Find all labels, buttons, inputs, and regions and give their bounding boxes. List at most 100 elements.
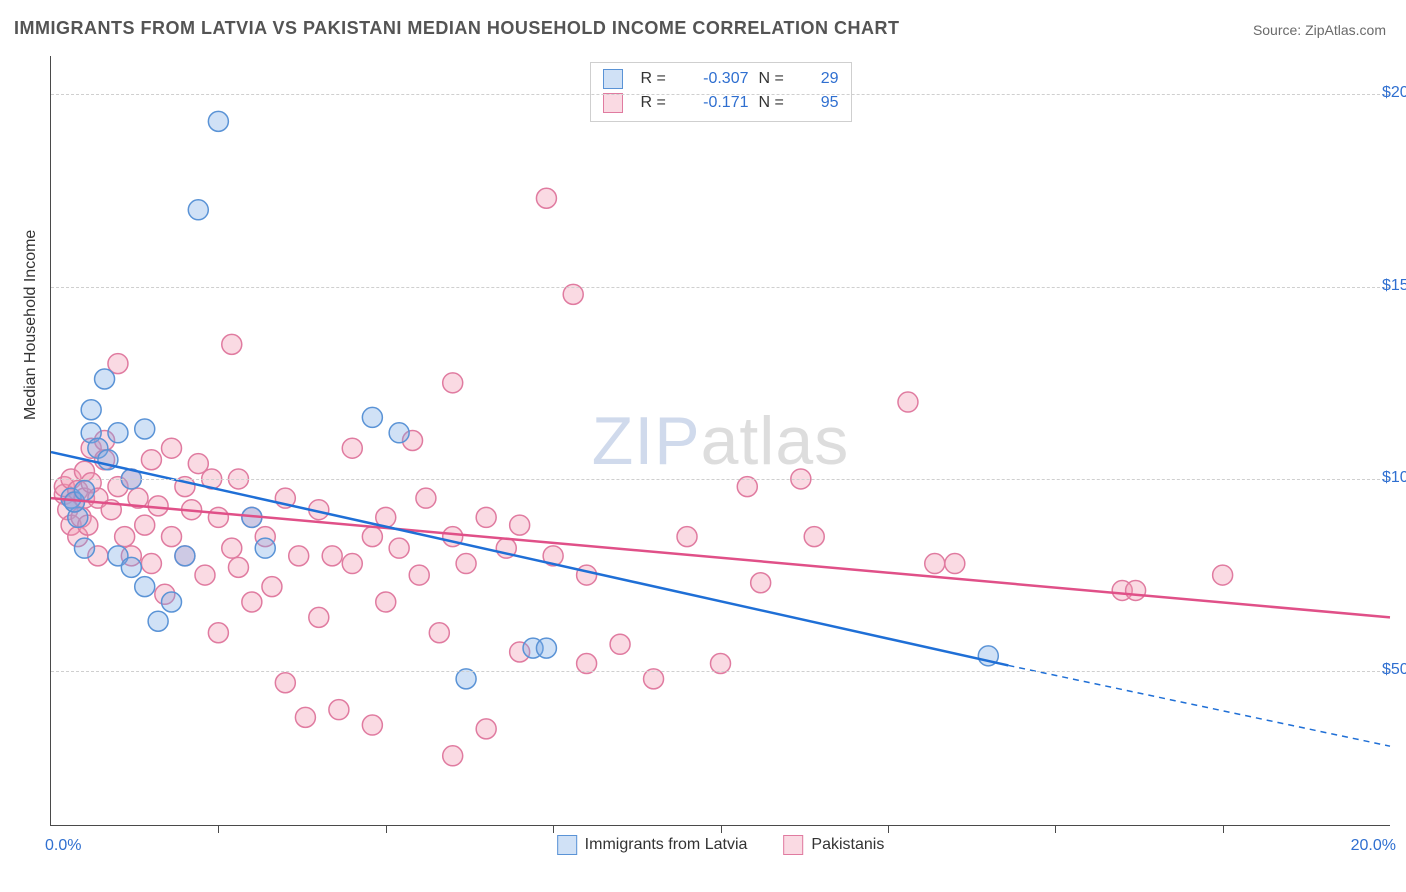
data-point [677,527,697,547]
plot-area: ZIPatlas R =-0.307N =29R =-0.171N =95 Im… [50,56,1390,826]
data-point [362,527,382,547]
data-point [342,438,362,458]
data-point [228,557,248,577]
data-point [162,527,182,547]
legend-item: Pakistanis [783,835,884,855]
data-point [295,707,315,727]
legend-item: Immigrants from Latvia [557,835,748,855]
data-point [141,450,161,470]
data-point [275,673,295,693]
data-point [135,419,155,439]
x-tick [553,825,554,833]
data-point [804,527,824,547]
legend-swatch [783,835,803,855]
source-label: Source: [1253,22,1305,38]
legend-n-value: 29 [803,67,839,91]
data-point [898,392,918,412]
data-point [141,554,161,574]
legend-swatch [603,93,623,113]
data-point [135,577,155,597]
data-point [362,715,382,735]
legend-row: R = -0.307 N = 29 [603,67,839,91]
source-link[interactable]: ZipAtlas.com [1305,22,1386,38]
data-point [262,577,282,597]
data-point [476,719,496,739]
x-tick [721,825,722,833]
data-point [242,592,262,612]
gridline [51,671,1390,672]
data-point [208,623,228,643]
data-point [74,538,94,558]
x-tick [888,825,889,833]
data-point [208,507,228,527]
legend-series-name: Immigrants from Latvia [585,836,748,853]
data-point [945,554,965,574]
series-legend: Immigrants from Latvia Pakistanis [557,835,885,855]
correlation-legend: R =-0.307N =29R =-0.171N =95 [590,62,852,122]
data-point [255,538,275,558]
gridline [51,287,1390,288]
data-point [389,538,409,558]
data-point [476,507,496,527]
data-point [222,334,242,354]
data-point [577,565,597,585]
x-tick [1223,825,1224,833]
y-tick-label: $150,000 [1382,277,1406,295]
data-point [81,400,101,420]
data-point [416,488,436,508]
data-point [208,111,228,131]
data-point [342,554,362,574]
data-point [289,546,309,566]
data-point [536,188,556,208]
y-tick-label: $100,000 [1382,469,1406,487]
gridline [51,479,1390,480]
data-point [376,592,396,612]
y-tick-label: $50,000 [1382,661,1406,679]
data-point [162,592,182,612]
data-point [108,423,128,443]
chart-title: IMMIGRANTS FROM LATVIA VS PAKISTANI MEDI… [14,18,899,39]
data-point [121,557,141,577]
data-point [195,565,215,585]
legend-swatch [603,69,623,89]
x-tick [1055,825,1056,833]
legend-r-label: R = [641,67,675,91]
gridline [51,94,1390,95]
legend-n-label: N = [759,67,793,91]
x-max-label: 20.0% [1351,837,1396,855]
data-point [135,515,155,535]
data-point [175,546,195,566]
chart-container: IMMIGRANTS FROM LATVIA VS PAKISTANI MEDI… [0,0,1406,892]
y-axis-label: Median Household Income [22,230,40,420]
data-point [409,565,429,585]
data-point [1126,580,1146,600]
data-point [536,638,556,658]
legend-series-name: Pakistanis [811,836,884,853]
data-point [362,407,382,427]
data-point [610,634,630,654]
legend-r-value: -0.307 [685,67,749,91]
data-point [456,554,476,574]
data-point [443,746,463,766]
y-tick-label: $200,000 [1382,84,1406,102]
data-point [925,554,945,574]
data-point [222,538,242,558]
legend-swatch [557,835,577,855]
data-point [95,369,115,389]
x-tick [386,825,387,833]
source-attribution: Source: ZipAtlas.com [1253,22,1386,38]
data-point [510,515,530,535]
data-point [751,573,771,593]
data-point [329,700,349,720]
data-point [115,527,135,547]
x-min-label: 0.0% [45,837,81,855]
x-tick [218,825,219,833]
data-point [389,423,409,443]
data-point [1213,565,1233,585]
chart-svg [51,56,1390,825]
data-point [429,623,449,643]
data-point [74,480,94,500]
data-point [309,607,329,627]
data-point [322,546,342,566]
trend-line-extrapolated [1008,665,1390,746]
